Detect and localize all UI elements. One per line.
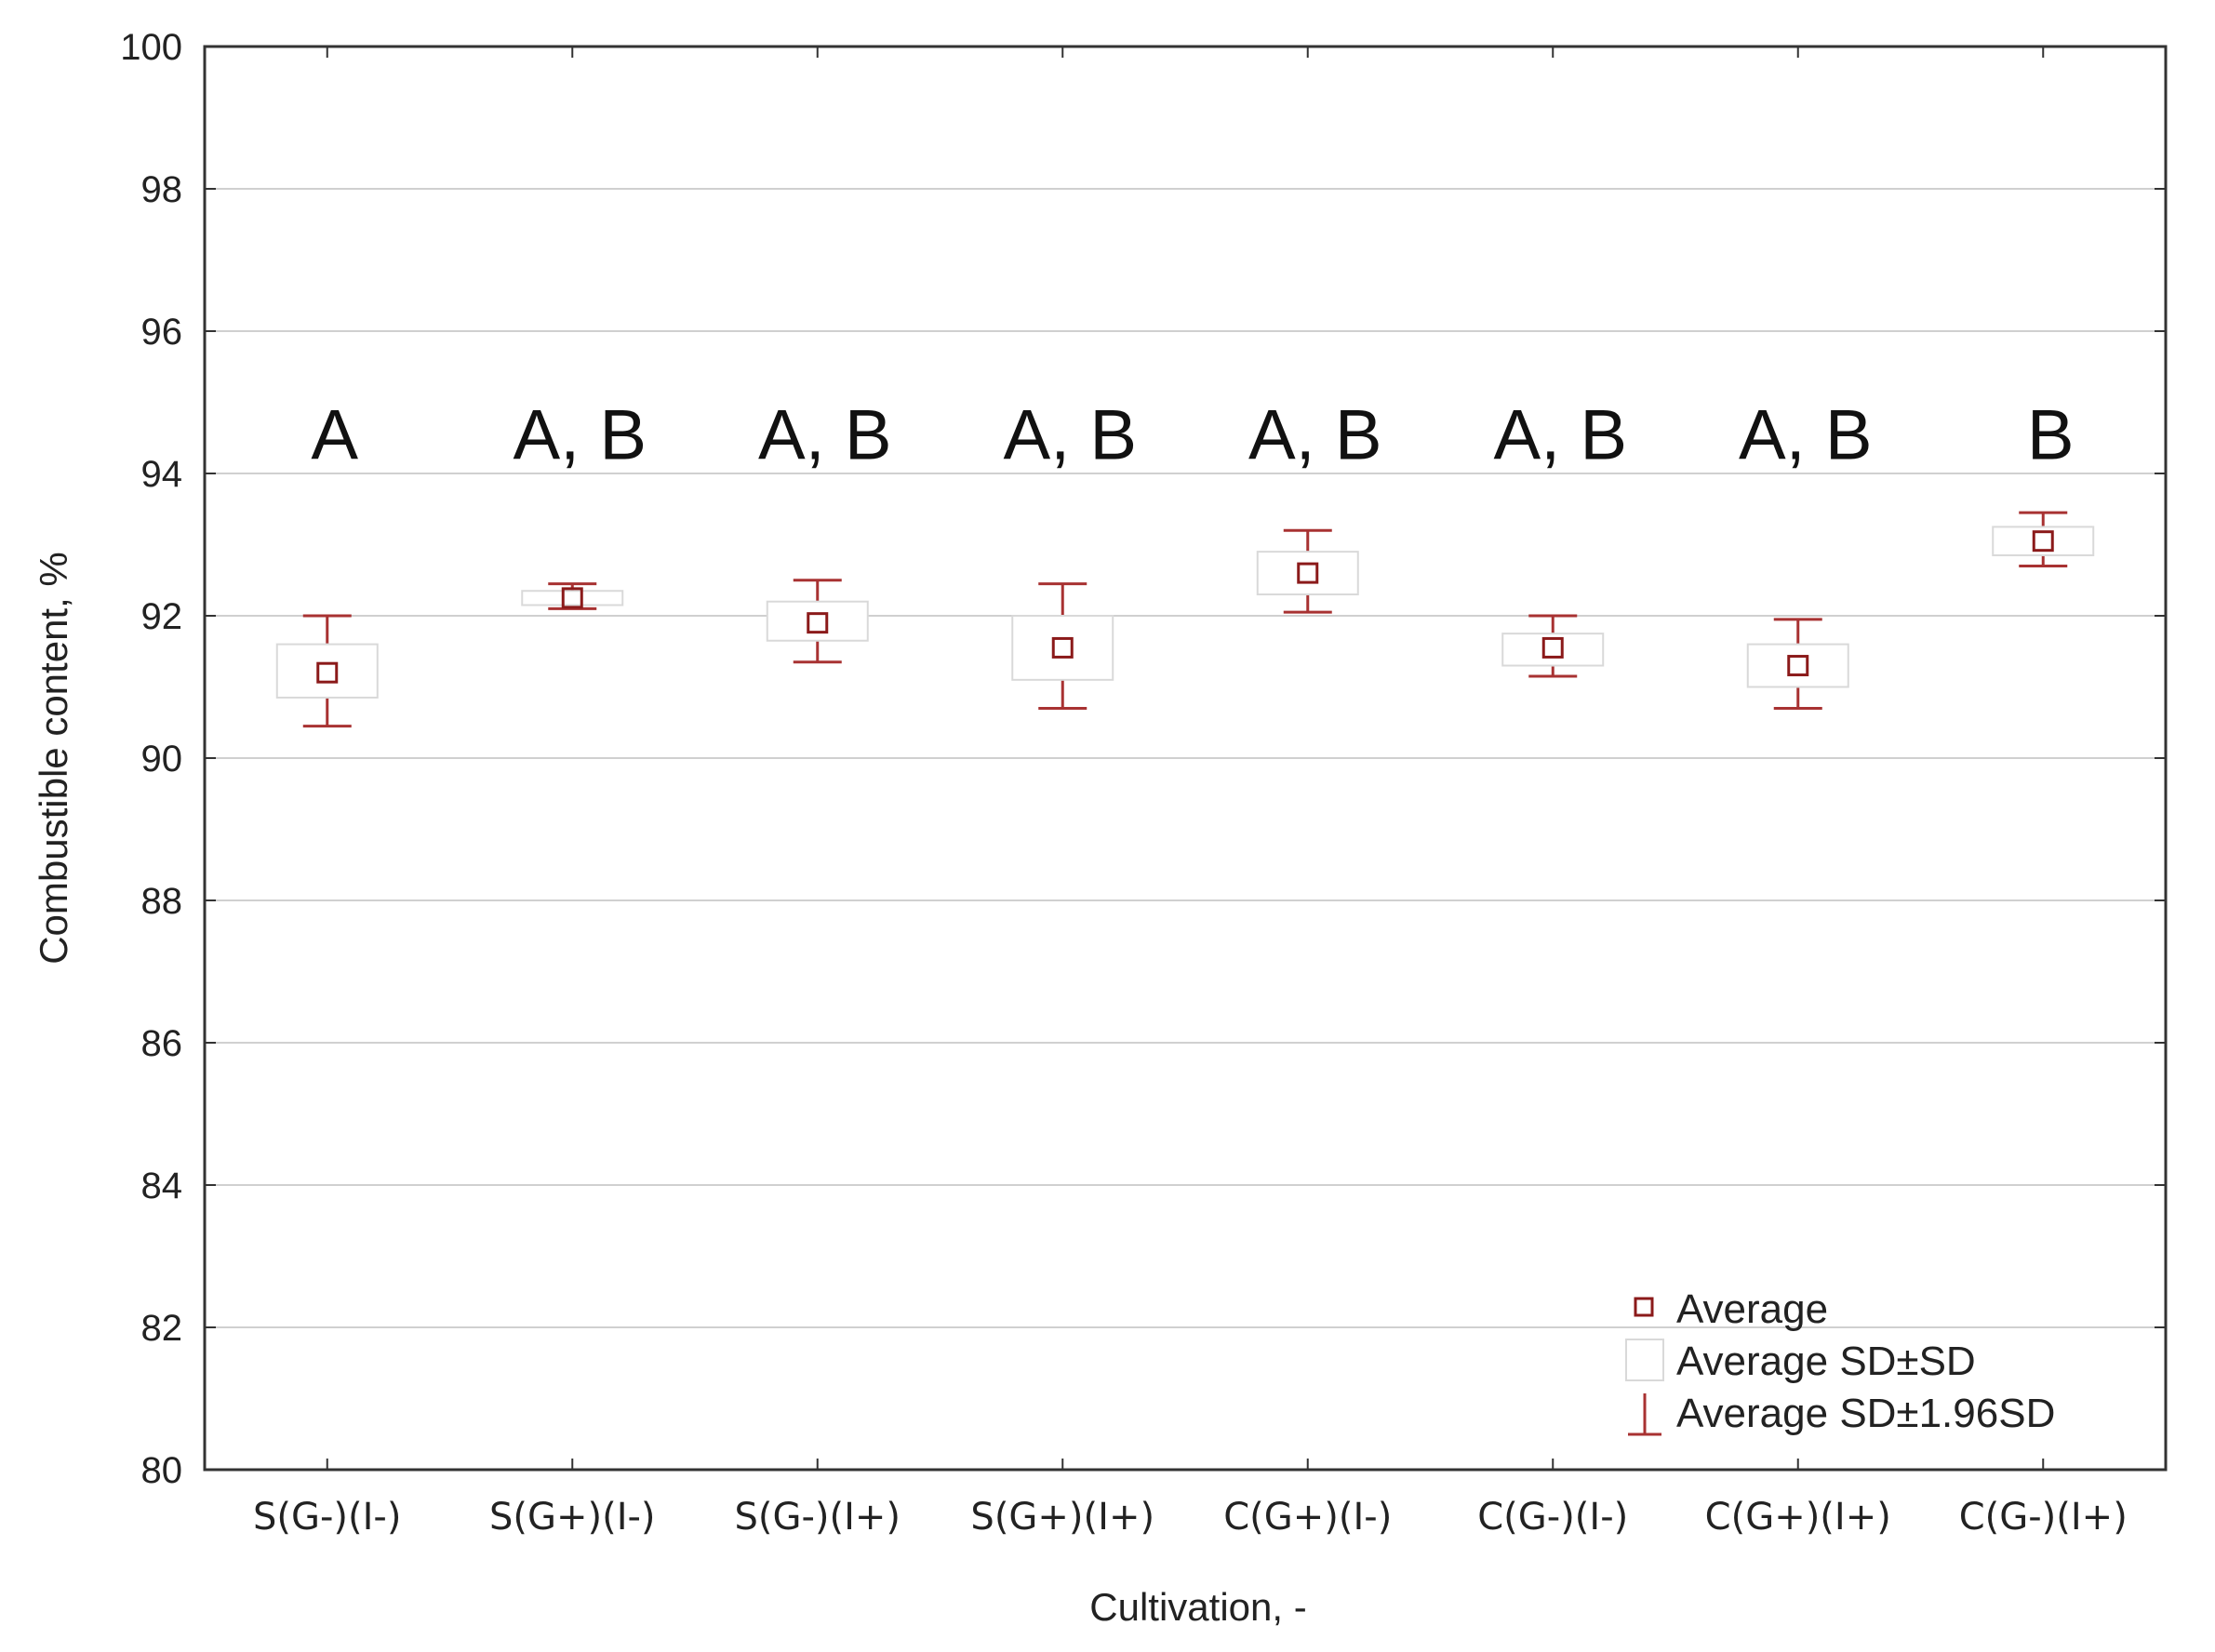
group-letter: B (2027, 396, 2075, 475)
box-group (1256, 528, 1359, 614)
box-group (275, 614, 379, 728)
x-tick-label: S(G+)(I-) (489, 1496, 656, 1539)
y-tick-label: 98 (141, 169, 183, 210)
group-letter: A, B (1248, 396, 1382, 475)
legend-ci-label: Average SD±1.96SD (1676, 1391, 2055, 1436)
mean-marker (807, 612, 829, 634)
legend-sd-label: Average SD±SD (1676, 1339, 1976, 1384)
mean-marker (1541, 636, 1564, 659)
legend-sd-box-icon (1625, 1339, 1664, 1381)
y-tick-label: 92 (141, 596, 183, 637)
mean-marker (1787, 655, 1809, 677)
y-tick-label: 88 (141, 881, 183, 922)
y-tick-label: 94 (141, 454, 183, 495)
x-tick-label: S(G-)(I+) (734, 1496, 901, 1539)
mean-marker (2032, 530, 2054, 553)
group-letter: A, B (1739, 396, 1873, 475)
y-tick-label: 90 (141, 739, 183, 779)
y-tick-label: 96 (141, 312, 183, 353)
sd-box (521, 590, 624, 606)
x-tick-label: S(G-)(I-) (253, 1496, 401, 1539)
box-group (766, 579, 869, 664)
mean-marker (316, 661, 339, 684)
y-tick-label: 84 (141, 1166, 183, 1206)
x-tick-label: C(G-)(I-) (1477, 1496, 1628, 1539)
x-tick-label: S(G+)(I+) (970, 1496, 1154, 1539)
sd-box (1256, 551, 1359, 596)
box-group (1011, 582, 1114, 710)
box-group (1992, 511, 2095, 567)
box-group (521, 582, 624, 610)
box-group (1746, 618, 1849, 710)
legend-ci-whisker-icon (1628, 1393, 1661, 1436)
legend-average-icon (1634, 1297, 1654, 1317)
y-tick-label: 86 (141, 1023, 183, 1064)
group-letters-layer: A A, B A, B A, B A, B A, B A, B B (311, 396, 2074, 475)
group-letter: A, B (1003, 396, 1137, 475)
mean-marker (1297, 562, 1319, 584)
sd-box (766, 600, 869, 642)
grid-layer (205, 188, 2166, 1328)
group-letter: A, B (513, 396, 647, 475)
group-letter: A, B (1493, 396, 1627, 475)
x-axis-ticks: S(G-)(I-) S(G+)(I-) S(G-)(I+) S(G+)(I+) C(G+… (253, 47, 2128, 1539)
box-group (1501, 614, 1605, 678)
x-tick-label: C(G+)(I-) (1223, 1496, 1392, 1539)
sd-box (275, 643, 379, 699)
group-letter: A (311, 396, 358, 475)
y-axis-title: Combustible content, % (32, 552, 75, 965)
y-tick-label: 100 (120, 27, 182, 68)
group-letter: A, B (758, 396, 892, 475)
legend-average-label: Average (1676, 1286, 1828, 1332)
legend: Average Average SD±SD Average SD±1.96SD (1625, 1286, 2055, 1436)
y-tick-label: 80 (141, 1450, 183, 1491)
mean-marker (561, 587, 583, 609)
x-tick-label: C(G-)(I+) (1959, 1496, 2128, 1539)
x-tick-label: C(G+)(I+) (1705, 1496, 1891, 1539)
mean-marker (1051, 636, 1074, 659)
sd-box (1746, 643, 1849, 688)
sd-box (1011, 615, 1114, 681)
x-axis-title: Cultivation, - (1089, 1585, 1306, 1629)
y-tick-label: 82 (141, 1308, 183, 1349)
boxes-layer (275, 511, 2095, 728)
y-axis-ticks: 80 82 84 86 88 90 92 94 96 98 100 (120, 27, 2166, 1491)
